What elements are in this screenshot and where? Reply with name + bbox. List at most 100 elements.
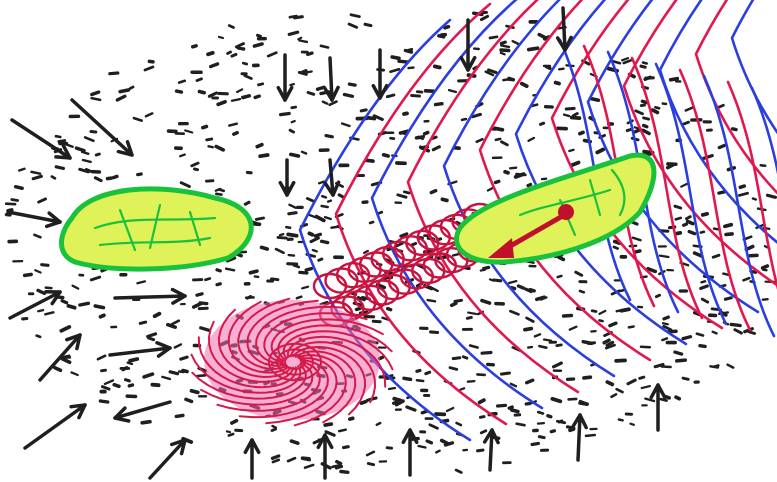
speckle-dot [477,398,486,405]
speckle-dot [89,130,98,134]
speckle-dot [717,143,727,150]
speckle-dot [300,69,308,74]
speckle-dot [271,458,281,464]
speckle-dot [578,130,585,136]
speckle-dot [653,362,665,369]
speckle-dot [334,464,344,470]
speckle-dot [407,66,415,70]
chain-loop [393,235,428,262]
speckle-dot [665,162,676,170]
speckle-dot [381,153,390,158]
speckle-dot [359,399,368,406]
speckle-dot [363,22,373,28]
speckle-dot [70,371,79,377]
speckle-dot [301,457,312,462]
speckle-dot [574,270,584,277]
speckle-dot [639,64,647,69]
speckle-dot [328,100,338,107]
speckle-dot [319,44,330,49]
speckle-dot [170,319,181,326]
speckle-dot [306,91,316,96]
speckle-dot [140,419,152,425]
speckle-dot [680,120,690,127]
speckle-dot [288,128,296,134]
speckle-dot [466,379,476,383]
speckle-dot [315,85,326,91]
speckle-dot [471,112,482,119]
speckle-dot [460,117,468,122]
speckle-dot [177,370,185,374]
speckle-dot [255,142,264,149]
speckle-dot [639,345,652,349]
chain-loop [312,272,348,300]
speckle-dot [394,241,404,248]
speckle-dot [378,355,385,361]
speckle-dot [307,231,315,237]
speckle-dot [189,388,200,395]
blue-field-line [654,62,728,326]
speckle-dot [414,135,425,140]
blue-field-line [702,74,776,338]
vortex-fill [204,300,380,420]
speckle-dot [225,430,232,434]
speckle-dot [674,216,683,221]
speckle-dot [298,39,309,44]
speckle-dot [307,213,317,219]
speckle-dot [629,422,635,426]
speckle-dot [564,106,576,111]
speckle-dot [681,376,690,381]
speckle-dot [634,109,644,116]
speckle-dot [507,405,514,410]
speckle-dot [142,372,155,379]
speckle-dot [103,379,115,386]
speckle-dot [425,439,434,445]
speckle-dot [475,137,484,144]
speckle-dot [500,140,509,147]
blue-field-line [730,0,777,135]
vortex-swirl [292,346,366,416]
speckle-dot [385,93,396,99]
speckle-dot [605,340,615,347]
speckle-dot [410,94,421,98]
speckle-dot [478,415,486,419]
speckle-dot [509,309,520,316]
speckle-dot [215,268,222,273]
speckle-dot [429,330,440,335]
speckle-dot [537,435,546,440]
speckle-dot [190,161,200,168]
speckle-dot [181,368,189,374]
chain-loop [411,257,446,285]
speckle-dot [612,245,619,250]
speckle-dot [480,350,493,355]
speckle-dot [278,111,291,117]
speckle-dot [256,33,262,38]
speckle-dot [480,298,492,305]
hand-drawn-arrow-icon [371,48,389,100]
speckle-dot [702,154,714,160]
speckle-dot [761,268,768,272]
hand-drawn-arrow-icon [276,53,294,102]
speckle-dot [339,469,350,474]
speckle-dot [152,311,162,319]
speckle-dot [123,378,131,383]
speckle-dot [243,200,251,206]
speckle-dot [700,211,709,217]
speckle-dot [179,153,186,158]
speckle-dot [542,338,553,342]
speckle-dot [699,284,709,290]
speckle-dot [118,88,131,94]
speckle-dot [523,326,534,332]
speckle-dot [179,355,189,361]
hand-drawn-arrow-icon [482,428,500,472]
hand-drawn-arrow-icon [459,18,477,72]
speckle-dot [270,454,281,460]
green-blob-left [59,186,254,272]
speckle-dot [287,211,298,216]
red-field-line [478,0,652,362]
speckle-dot [362,249,369,255]
speckle-dot [503,169,510,175]
speckle-dot [323,215,332,221]
speckle-dot [733,328,743,335]
speckle-dot [204,277,212,282]
speckle-dot [467,311,478,315]
